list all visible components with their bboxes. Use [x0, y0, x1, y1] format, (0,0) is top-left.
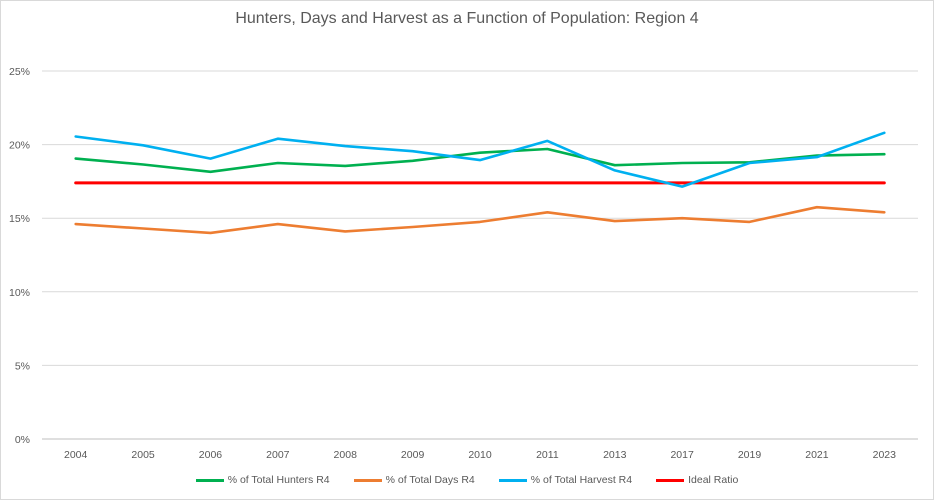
legend-swatch [353, 478, 382, 482]
legend-item: % of Total Harvest R4 [498, 474, 633, 486]
x-tick-label: 2019 [738, 449, 762, 461]
x-axis-tick-labels: 2004 2005 2006 2007 2008 2009 2010 2011 2013 2017… [64, 449, 896, 461]
legend: % of Total Hunters R4 % of Total Days R4%… [0, 474, 934, 486]
x-tick-label: 2023 [873, 449, 897, 461]
y-tick-label: 5% [15, 360, 30, 372]
series-line-1 [74, 205, 886, 235]
y-tick-label: 15% [9, 213, 30, 225]
legend-label: % of Total Harvest R4 [530, 474, 633, 486]
legend-item: Ideal Ratio [656, 474, 738, 486]
x-tick-label: 2010 [468, 449, 492, 461]
legend-label: Ideal Ratio [688, 474, 739, 486]
x-tick-label: 2011 [536, 449, 559, 461]
y-axis-tick-labels: 0% 5% 10% 15% 20% 25% [9, 66, 30, 446]
x-tick-label: 2006 [199, 449, 223, 461]
series-line-2 [74, 131, 886, 188]
legend-label: % of Total Hunters R4 [227, 474, 330, 486]
gridlines [42, 70, 918, 440]
legend-item: % of Total Days R4 [353, 474, 475, 486]
legend-swatch [656, 478, 685, 482]
legend-swatch [195, 478, 224, 482]
y-tick-label: 25% [9, 66, 30, 78]
y-tick-label: 0% [15, 434, 30, 446]
x-tick-label: 2021 [805, 449, 829, 461]
y-tick-label: 10% [9, 287, 30, 299]
y-tick-label: 20% [9, 140, 30, 152]
x-tick-label: 2013 [603, 449, 627, 461]
legend-item: % of Total Hunters R4 [195, 474, 330, 486]
x-tick-label: 2004 [64, 449, 88, 461]
x-tick-label: 2007 [266, 449, 290, 461]
x-tick-label: 2008 [334, 449, 358, 461]
chart-title: Hunters, Days and Harvest as a Function … [235, 10, 699, 27]
legend-swatch [498, 478, 527, 482]
x-tick-label: 2009 [401, 449, 425, 461]
legend-label: % of Total Days R4 [385, 474, 475, 486]
x-tick-label: 2017 [670, 449, 694, 461]
x-tick-label: 2005 [131, 449, 155, 461]
series-lines [74, 131, 886, 235]
